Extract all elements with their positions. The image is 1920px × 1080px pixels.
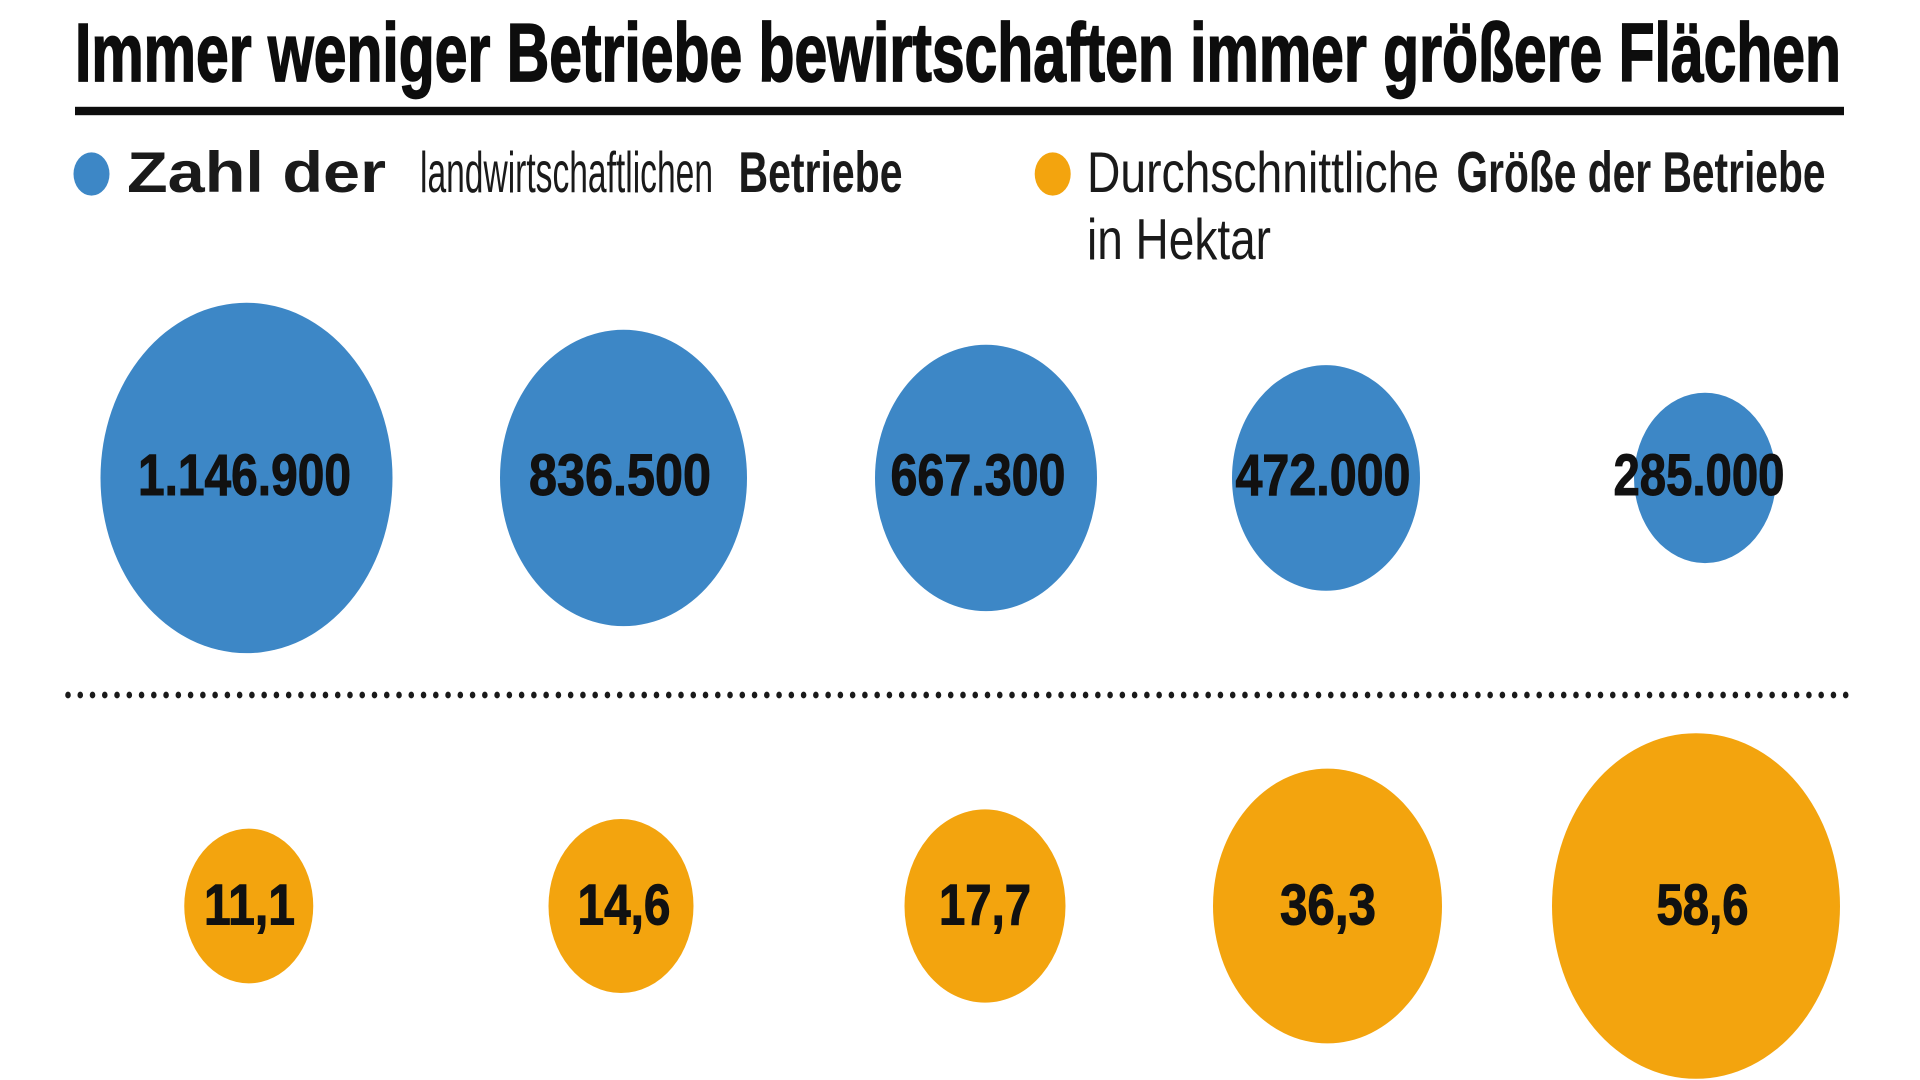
svg-text:17,7: 17,7 (939, 874, 1031, 938)
svg-text:in Hektar: in Hektar (1087, 208, 1271, 272)
svg-text:Durchschnittliche Größe de: Durchschnittliche Größe der Betriebe (1087, 141, 1825, 205)
svg-text:667.300: 667.300 (891, 444, 1066, 508)
svg-text:Immer weniger Betriebe bewirts: Immer weniger Betriebe bewirtschaften im… (75, 7, 1841, 99)
svg-text:285.000: 285.000 (1614, 444, 1785, 508)
svg-text:Zahl der landwirtschaftlic: Zahl der landwirtschaftlichen Betriebe (127, 141, 903, 205)
svg-text:836.500: 836.500 (529, 444, 711, 508)
svg-text:36,3: 36,3 (1280, 874, 1376, 938)
svg-text:58,6: 58,6 (1657, 874, 1749, 938)
svg-text:1.146.900: 1.146.900 (138, 444, 351, 508)
svg-text:11,1: 11,1 (204, 874, 295, 938)
svg-text:472.000: 472.000 (1236, 444, 1411, 508)
svg-text:14,6: 14,6 (577, 874, 670, 938)
